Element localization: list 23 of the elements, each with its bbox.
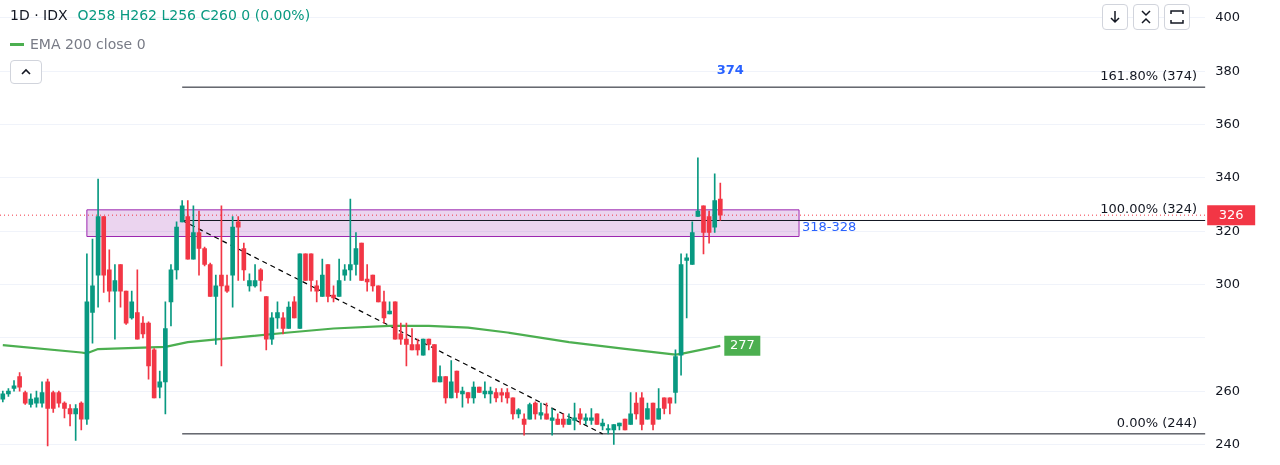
- y-tick-label: 240: [1215, 435, 1241, 451]
- y-tick-label: 400: [1215, 9, 1241, 25]
- candlestick: [73, 404, 79, 441]
- ref-line-label: 100.00% (324): [1100, 201, 1198, 217]
- candlestick: [112, 264, 118, 340]
- y-tick-label: 260: [1215, 382, 1241, 398]
- data-label: 277: [729, 337, 755, 353]
- y-tick-label: 320: [1215, 222, 1241, 238]
- chart-title: 1D · IDX: [10, 7, 68, 23]
- legend-label: EMA 200 close 0: [30, 36, 146, 52]
- ref-line-label: 326: [1218, 206, 1244, 222]
- y-tick-label: 380: [1215, 62, 1241, 78]
- y-tick-label: 340: [1215, 169, 1241, 185]
- chart-subtitle: O258 H262 L256 C260 0 (0.00%): [77, 7, 311, 23]
- ref-line-label: 161.80% (374): [1100, 68, 1198, 84]
- candlestick: [213, 274, 219, 345]
- candlestick: [157, 370, 163, 399]
- candlestick: [538, 402, 544, 420]
- y-tick-label: 360: [1215, 115, 1241, 131]
- y-tick-label: 300: [1215, 275, 1241, 291]
- ref-line-label: 0.00% (244): [1116, 414, 1198, 430]
- annotation: 374: [716, 62, 744, 78]
- band-label: 318-328: [802, 218, 857, 234]
